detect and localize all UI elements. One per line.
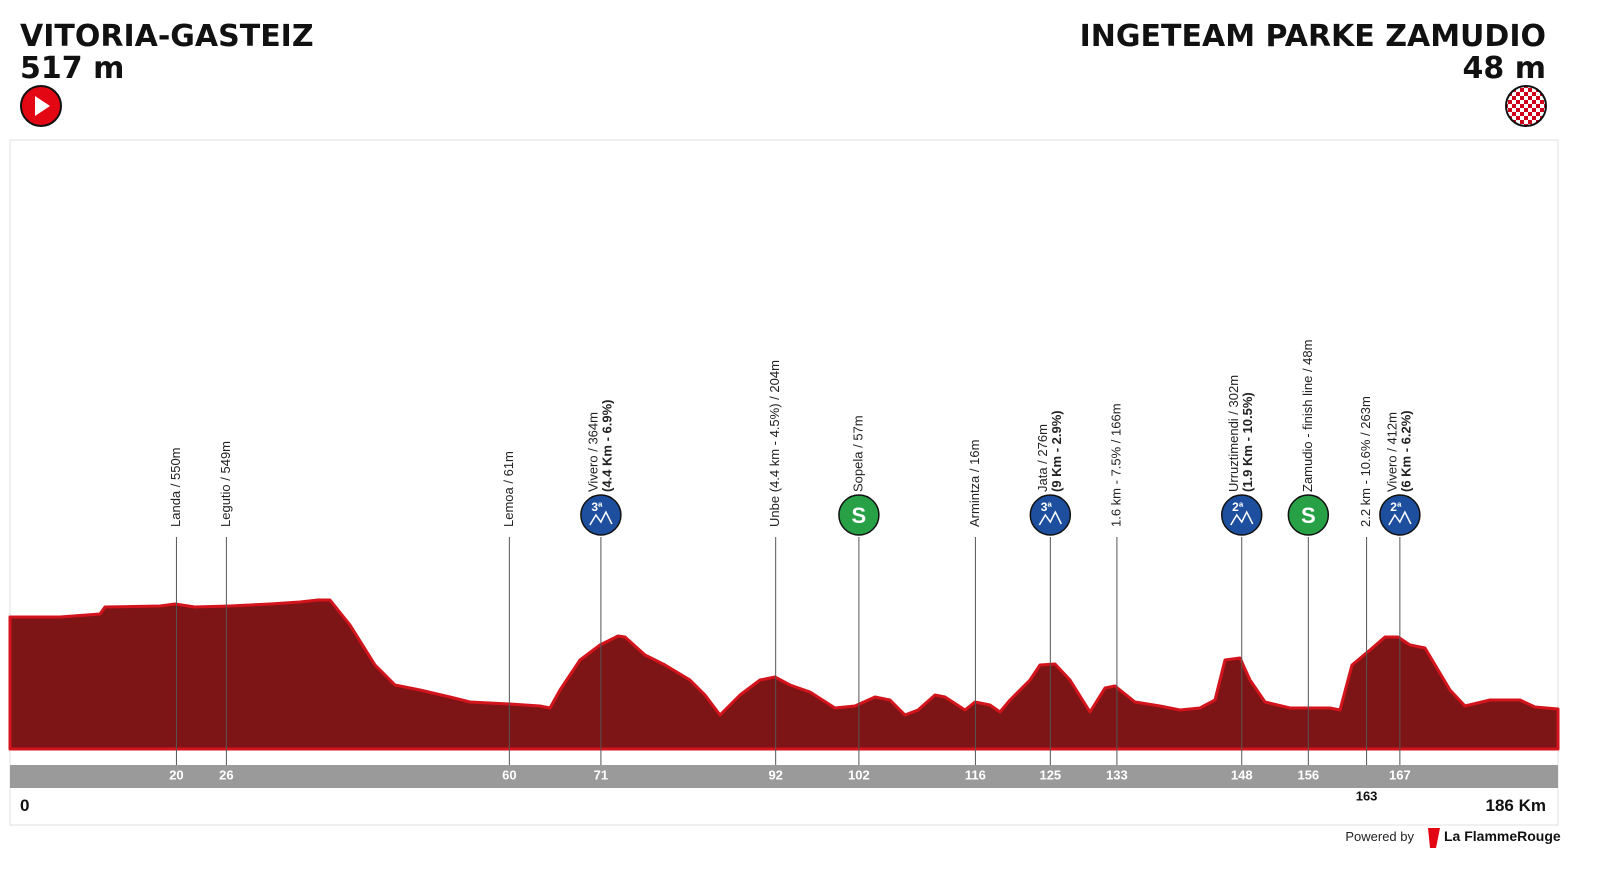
brand-logo	[1428, 828, 1440, 848]
start-name: VITORIA-GASTEIZ	[20, 19, 314, 54]
elevation-profile	[8, 598, 1560, 751]
badge-text: S	[852, 503, 867, 528]
badge-mountain	[1038, 510, 1062, 526]
start-altitude: 517 m	[20, 51, 124, 86]
badge	[1029, 494, 1072, 536]
marker-detail: (1.9 Km - 10.5%)	[1240, 392, 1255, 492]
badge-mountain	[1230, 510, 1254, 526]
distance-end: 186 Km	[1486, 796, 1546, 815]
km-label: 148	[1231, 767, 1253, 782]
badge-text: S	[1301, 503, 1316, 528]
marker-label: Zamudio - finish line / 48m	[1300, 340, 1315, 492]
marker-detail: (6 Km - 6.2%)	[1398, 410, 1413, 492]
badge	[1220, 494, 1263, 536]
km-label: 163	[1356, 788, 1378, 803]
marker-detail: (4.4 Km - 6.9%)	[599, 400, 614, 492]
marker-label: 2.2 km - 10.6% / 263m	[1358, 396, 1373, 527]
km-label: 20	[169, 767, 183, 782]
km-label: 133	[1106, 767, 1128, 782]
badge-text: 2ª	[1390, 500, 1402, 514]
badge	[1379, 494, 1421, 536]
km-label: 26	[219, 767, 233, 782]
powered-by: Powered by	[1345, 829, 1414, 844]
marker-label: Sopela / 57m	[850, 415, 865, 492]
marker-label: Landa / 550m	[168, 447, 183, 527]
finish-icon	[1505, 85, 1547, 127]
badge	[580, 494, 622, 536]
km-label: 116	[965, 767, 986, 782]
km-label: 125	[1039, 767, 1061, 782]
marker-detail: (9 Km - 2.9%)	[1049, 410, 1064, 492]
marker-label: 1.6 km - 7.5% / 166m	[1108, 403, 1123, 527]
badge-text: 2ª	[1232, 500, 1244, 514]
badge-mountain	[1388, 510, 1412, 526]
badge	[1287, 494, 1330, 536]
km-label: 167	[1389, 767, 1411, 782]
badge-mountain	[589, 510, 613, 526]
badge-text: 3ª	[1041, 500, 1053, 514]
km-label: 60	[502, 767, 516, 782]
finish-name: INGETEAM PARKE ZAMUDIO	[1080, 19, 1546, 54]
km-label: 102	[848, 767, 870, 782]
badge-text: 3ª	[591, 500, 603, 514]
marker-label: Legutio / 549m	[218, 441, 233, 527]
marker-label: Armintza / 16m	[967, 440, 982, 527]
marker-label: Jata / 276m	[1035, 424, 1050, 492]
badge	[838, 494, 880, 536]
km-label: 71	[594, 767, 608, 782]
marker-label: Vivero / 364m	[585, 412, 600, 492]
marker-label: Vivero / 412m	[1384, 412, 1399, 492]
distance-bar	[10, 765, 1558, 788]
marker-label: Lemoa / 61m	[501, 451, 516, 527]
distance-start: 0	[20, 796, 29, 815]
km-label: 156	[1297, 767, 1319, 782]
finish-altitude: 48 m	[1463, 51, 1546, 86]
start-icon-arrow	[35, 96, 50, 116]
marker-label: Urruztimendi / 302m	[1226, 375, 1241, 492]
km-label: 92	[768, 767, 782, 782]
marker-label: Unbe (4.4 km - 4.5%) / 204m	[767, 360, 782, 527]
frame	[9, 139, 1559, 826]
brand: La FlammeRouge	[1444, 828, 1561, 844]
